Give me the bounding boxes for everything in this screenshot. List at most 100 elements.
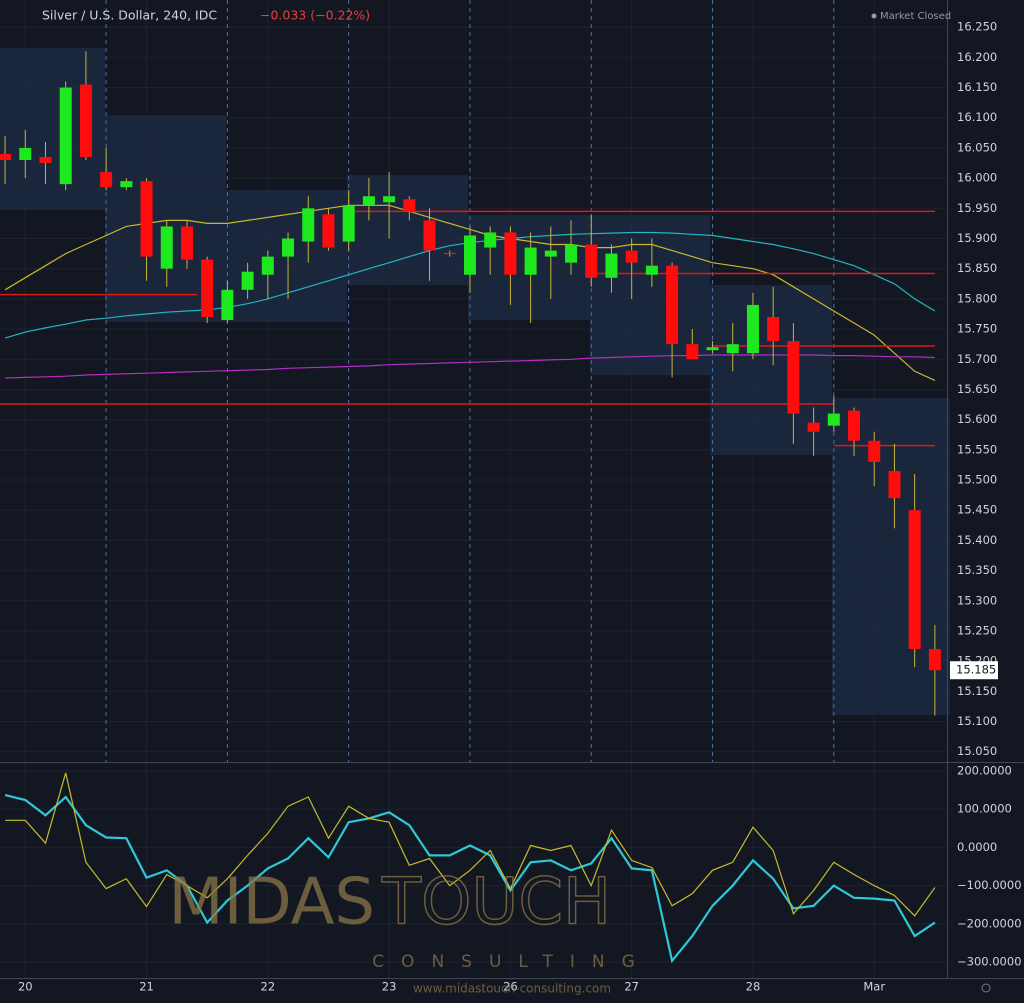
y-tick-label: 15.100: [957, 714, 997, 728]
candle-body: [201, 259, 214, 317]
y-tick-label: 15.800: [957, 291, 997, 305]
session-boxes: [0, 48, 950, 715]
candle-body: [746, 304, 759, 354]
y-tick-label: 15.750: [957, 322, 997, 336]
watermark: www.midastouch-consulting.com: [413, 982, 611, 996]
x-tick-label: 27: [624, 980, 639, 994]
y-tick-label: 16.100: [957, 110, 997, 124]
candle-body: [423, 220, 436, 251]
y-tick-label: 0.0000: [957, 840, 997, 854]
candle-body: [544, 250, 557, 257]
watermark: CONSULTING: [372, 952, 652, 972]
y-tick-label: 15.550: [957, 442, 997, 456]
candle-body: [848, 410, 861, 441]
y-tick-label: 15.650: [957, 382, 997, 396]
x-tick-label: 22: [261, 980, 276, 994]
candle-body: [241, 271, 254, 290]
watermark: TOUCH: [381, 866, 611, 940]
y-tick-label: 15.150: [957, 684, 997, 698]
x-tick-label: 26: [503, 980, 518, 994]
candle-body: [180, 226, 193, 260]
x-tick-label: 23: [382, 980, 397, 994]
market-status: Market Closed: [880, 11, 951, 22]
candle-body: [888, 470, 901, 499]
last-price-label: 15.185: [956, 663, 996, 677]
candle-body: [625, 250, 638, 263]
candle-body: [403, 199, 416, 212]
candle-body: [787, 341, 800, 414]
y-tick-label: 15.350: [957, 563, 997, 577]
x-tick-label: 21: [139, 980, 154, 994]
candle-body: [282, 238, 295, 257]
candle-body: [504, 232, 517, 275]
settings-icon[interactable]: [981, 983, 991, 993]
y-tick-label: 15.900: [957, 231, 997, 245]
y-tick-label: 15.600: [957, 412, 997, 426]
line: [5, 354, 935, 379]
candle-body: [585, 244, 598, 278]
candle-body: [120, 181, 133, 188]
y-tick-label: 100.0000: [957, 802, 1012, 816]
y-tick-label: 15.050: [957, 744, 997, 758]
x-tick-label: 28: [746, 980, 761, 994]
x-tick-label: 20: [18, 980, 33, 994]
candle-body: [322, 214, 335, 248]
candle-body: [140, 181, 153, 257]
candle-body: [362, 196, 375, 206]
candle-body: [827, 413, 840, 426]
status-dot: [871, 13, 877, 19]
y-tick-label: 16.150: [957, 80, 997, 94]
candle-body: [868, 440, 881, 462]
candle-body: [221, 289, 234, 321]
candle-body: [524, 247, 537, 275]
session-box: [347, 175, 468, 285]
candle-body: [726, 344, 739, 354]
candle-body: [19, 147, 32, 161]
candle-body: [160, 226, 173, 269]
watermark: MIDAS: [168, 866, 375, 940]
y-tick-label: 15.850: [957, 261, 997, 275]
candle-body: [302, 208, 315, 242]
x-tick-label: Mar: [863, 980, 885, 994]
candle-body: [645, 265, 658, 275]
y-tick-label: 15.400: [957, 533, 997, 547]
y-tick-label: 16.250: [957, 20, 997, 34]
candle-body: [605, 253, 618, 278]
y-tick-label: 15.700: [957, 352, 997, 366]
candle-body: [767, 316, 780, 342]
candle-body: [686, 344, 699, 360]
y-tick-label: 16.200: [957, 50, 997, 64]
line: [5, 772, 936, 917]
y-tick-label: 15.300: [957, 593, 997, 607]
y-tick-label: 15.250: [957, 623, 997, 637]
y-tick-label: −200.0000: [957, 916, 1022, 930]
candle-body: [100, 172, 113, 188]
y-tick-label: 200.0000: [957, 764, 1012, 778]
line: [4, 794, 936, 964]
y-tick-label: 16.000: [957, 171, 997, 185]
candle-body: [908, 510, 921, 650]
candle-body: [0, 153, 12, 161]
candle-body: [928, 649, 941, 671]
y-tick-label: 15.450: [957, 503, 997, 517]
candle-body: [342, 205, 355, 242]
candle-body: [261, 256, 274, 275]
candle-body: [79, 84, 92, 157]
candle-body: [565, 244, 578, 263]
change: −0.033 (−0.22%): [260, 8, 370, 23]
candle-body: [39, 156, 52, 164]
candle-body: [383, 196, 396, 203]
y-tick-label: 15.950: [957, 201, 997, 215]
candle-body: [463, 235, 476, 275]
y-tick-label: −300.0000: [957, 954, 1022, 968]
symbol-title: Silver / U.S. Dollar, 240, IDC: [42, 8, 217, 23]
candle-body: [666, 265, 679, 345]
candle-body: [484, 232, 497, 248]
y-tick-label: 16.050: [957, 140, 997, 154]
plot: [0, 51, 941, 964]
last-price-box: [950, 661, 998, 680]
y-tick-label: −100.0000: [957, 878, 1022, 892]
candle-body: [443, 252, 456, 255]
